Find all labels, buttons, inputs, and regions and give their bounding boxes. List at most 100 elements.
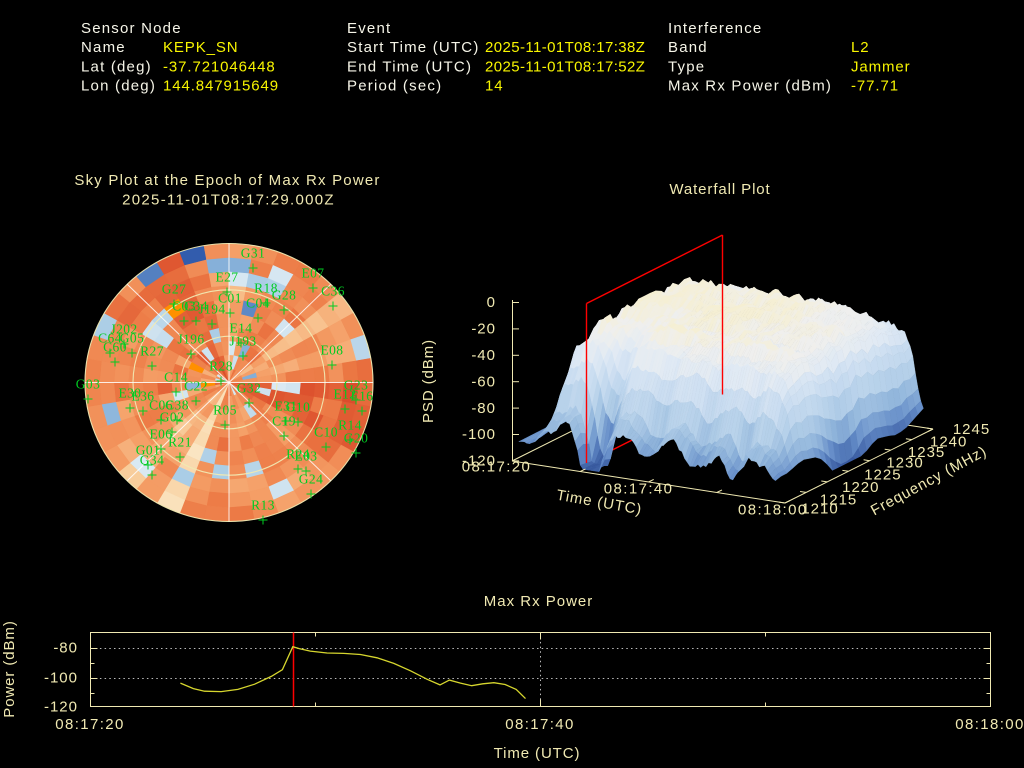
svg-text:E30: E30 [119,386,142,401]
svg-text:1230: 1230 [886,455,923,472]
svg-text:R21: R21 [168,435,192,450]
svg-text:C19: C19 [272,414,296,429]
svg-text:08:17:20: 08:17:20 [55,716,125,733]
svg-text:Jammer: Jammer [851,58,911,75]
svg-text:G31: G31 [241,246,265,261]
svg-text:E03: E03 [295,449,318,464]
svg-text:E07: E07 [302,266,325,281]
svg-text:J193: J193 [229,334,256,349]
svg-text:Sensor Node: Sensor Node [81,20,182,37]
svg-text:-80: -80 [53,640,78,657]
svg-text:Sky Plot at the Epoch of Max R: Sky Plot at the Epoch of Max Rx Power [74,172,380,189]
svg-text:Event: Event [347,20,391,37]
svg-text:E12: E12 [334,387,357,402]
svg-text:G02: G02 [160,410,184,425]
svg-text:-120: -120 [462,453,496,470]
svg-text:C03: C03 [172,299,196,314]
svg-text:C36: C36 [321,284,345,299]
svg-text:R18: R18 [254,281,278,296]
svg-text:144.847915649: 144.847915649 [163,77,279,94]
svg-text:R13: R13 [251,498,275,513]
svg-text:PSD (dBm): PSD (dBm) [420,339,437,423]
svg-text:1215: 1215 [820,492,857,509]
svg-text:C01: C01 [218,291,242,306]
svg-text:C60: C60 [103,340,127,355]
svg-text:R05: R05 [213,403,237,418]
svg-text:G23: G23 [344,378,368,393]
svg-text:Lon (deg): Lon (deg) [81,77,156,94]
svg-text:08:18:00: 08:18:00 [738,502,808,519]
svg-text:E14: E14 [230,321,253,336]
svg-text:14: 14 [485,77,504,94]
svg-text:End Time (UTC): End Time (UTC) [347,58,472,75]
svg-text:0: 0 [487,294,496,311]
svg-text:-40: -40 [471,347,496,364]
svg-text:-60: -60 [471,373,496,390]
svg-text:G34: G34 [140,453,164,468]
svg-text:-100: -100 [462,426,496,443]
svg-text:Time (UTC): Time (UTC) [494,745,581,762]
svg-text:G03: G03 [76,377,100,392]
svg-text:C14: C14 [164,370,188,385]
svg-text:2025-11-01T08:17:52Z: 2025-11-01T08:17:52Z [485,58,645,75]
svg-text:G20: G20 [344,431,368,446]
svg-text:Type: Type [668,58,705,75]
svg-text:KEPK_SN: KEPK_SN [163,39,239,56]
svg-text:1240: 1240 [930,434,967,451]
svg-text:08:17:40: 08:17:40 [505,716,575,733]
svg-text:E27: E27 [216,270,239,285]
svg-text:1225: 1225 [864,467,901,484]
svg-text:Band: Band [668,39,708,56]
svg-text:C10: C10 [314,425,338,440]
svg-text:Waterfall Plot: Waterfall Plot [669,181,770,198]
svg-text:R14: R14 [338,418,362,433]
svg-text:1245: 1245 [953,421,990,438]
svg-text:G05: G05 [120,331,144,346]
svg-text:-120: -120 [44,699,78,716]
svg-text:Start Time (UTC): Start Time (UTC) [347,39,480,56]
svg-text:L2: L2 [851,39,870,56]
svg-text:2025-11-01T08:17:38Z: 2025-11-01T08:17:38Z [485,39,645,56]
svg-text:1220: 1220 [842,479,879,496]
svg-text:Power (dBm): Power (dBm) [1,620,18,717]
svg-text:G01: G01 [136,443,160,458]
svg-text:-77.71: -77.71 [851,77,899,94]
svg-text:2025-11-01T08:17:29.000Z: 2025-11-01T08:17:29.000Z [122,192,335,209]
svg-text:C34: C34 [184,299,208,314]
svg-text:E36: E36 [132,389,155,404]
svg-text:E06: E06 [150,427,173,442]
svg-text:C04: C04 [246,296,270,311]
svg-text:C64: C64 [98,331,122,346]
svg-text:Max Rx Power (dBm): Max Rx Power (dBm) [668,77,832,94]
svg-text:G27: G27 [162,282,186,297]
svg-text:Lat (deg): Lat (deg) [81,58,152,75]
svg-text:R27: R27 [140,344,164,359]
svg-text:-20: -20 [471,321,496,338]
svg-text:-100: -100 [44,670,78,687]
svg-text:J194: J194 [198,302,225,317]
svg-text:C22: C22 [184,379,208,394]
svg-text:08:18:00: 08:18:00 [955,716,1024,733]
svg-text:E08: E08 [321,343,344,358]
svg-text:Interference: Interference [668,20,762,37]
svg-text:G32: G32 [237,381,261,396]
svg-text:E16: E16 [351,389,374,404]
svg-text:C06: C06 [149,398,173,413]
svg-text:08:17:20: 08:17:20 [462,459,532,476]
svg-text:R24: R24 [286,447,310,462]
svg-text:1235: 1235 [908,444,945,461]
svg-text:Max Rx Power: Max Rx Power [484,593,594,610]
svg-text:E31: E31 [275,399,298,414]
svg-text:C38: C38 [165,398,189,413]
svg-text:G28: G28 [272,288,296,303]
svg-text:G24: G24 [299,472,323,487]
svg-text:Period (sec): Period (sec) [347,77,442,94]
svg-text:-37.721046448: -37.721046448 [163,58,276,75]
svg-text:08:17:40: 08:17:40 [604,481,674,498]
svg-text:-80: -80 [471,400,496,417]
svg-text:G10: G10 [286,400,310,415]
svg-text:J202: J202 [110,322,137,337]
svg-text:1210: 1210 [801,501,838,518]
svg-text:Name: Name [81,39,126,56]
svg-text:J196: J196 [177,332,204,347]
